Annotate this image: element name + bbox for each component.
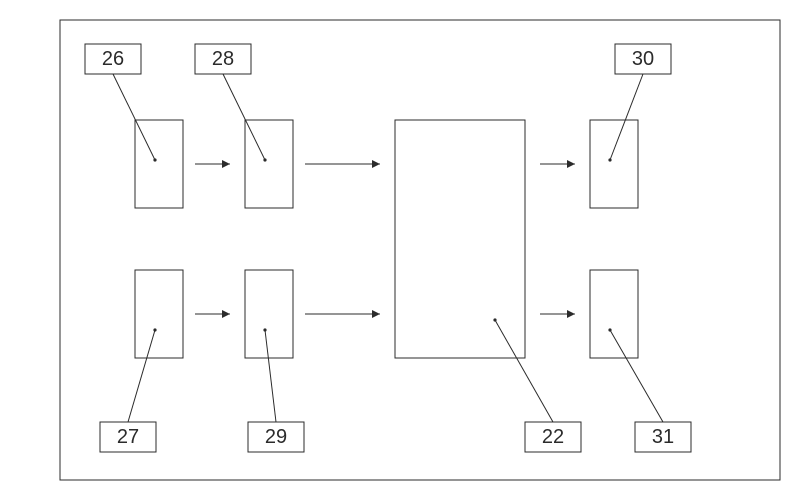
- label-29: 29: [248, 328, 304, 452]
- label-31: 31: [608, 328, 691, 452]
- label-text-22: 22: [542, 426, 564, 448]
- label-text-27: 27: [117, 426, 139, 448]
- label-text-26: 26: [102, 48, 124, 70]
- label-30: 30: [608, 44, 671, 162]
- arrow-27-29: [195, 310, 230, 318]
- box-31: [590, 270, 638, 358]
- label-text-28: 28: [212, 48, 234, 70]
- label-text-29: 29: [265, 426, 287, 448]
- box-29: [245, 270, 293, 358]
- label-22: 22: [493, 318, 581, 452]
- arrow-26-28: [195, 160, 230, 168]
- label-text-30: 30: [632, 48, 654, 70]
- arrow-22-30: [540, 160, 575, 168]
- box-27: [135, 270, 183, 358]
- label-27: 27: [100, 328, 157, 452]
- label-text-31: 31: [652, 426, 674, 448]
- label-28: 28: [195, 44, 267, 162]
- arrow-28-22-top: [305, 160, 380, 168]
- outer-frame: [60, 20, 780, 480]
- box-22: [395, 120, 525, 358]
- label-26: 26: [85, 44, 157, 162]
- box-30: [590, 120, 638, 208]
- arrow-29-22-bottom: [305, 310, 380, 318]
- arrow-22-31: [540, 310, 575, 318]
